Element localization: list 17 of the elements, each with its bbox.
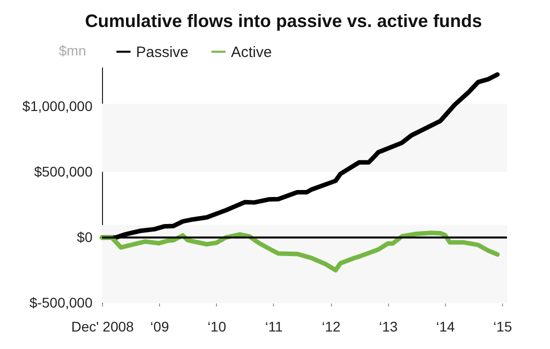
x-tick-label: ‘13 bbox=[379, 318, 398, 334]
line-series bbox=[100, 230, 500, 272]
y-tick-label: $0 bbox=[76, 228, 93, 245]
y-tick-label: $1,000,000 bbox=[22, 98, 93, 114]
x-tick-label: ‘09 bbox=[150, 318, 170, 334]
y-axis-title: $mn bbox=[58, 42, 86, 58]
legend-label: Passive bbox=[136, 44, 189, 61]
y-tick-label: $500,000 bbox=[34, 163, 93, 180]
x-tick-label: ‘14 bbox=[436, 318, 456, 334]
legend-label: Active bbox=[231, 44, 272, 61]
x-tick-label: ‘11 bbox=[265, 318, 283, 334]
chart-title: Cumulative flows into passive vs. active funds bbox=[84, 11, 482, 31]
x-tick-label: ‘15 bbox=[493, 318, 512, 334]
x-tick-label: ‘12 bbox=[322, 318, 341, 334]
x-tick-label: Dec' 2008 bbox=[71, 318, 134, 334]
y-tick-label: $-500,000 bbox=[29, 294, 93, 310]
x-tick-label: ‘10 bbox=[207, 318, 226, 334]
